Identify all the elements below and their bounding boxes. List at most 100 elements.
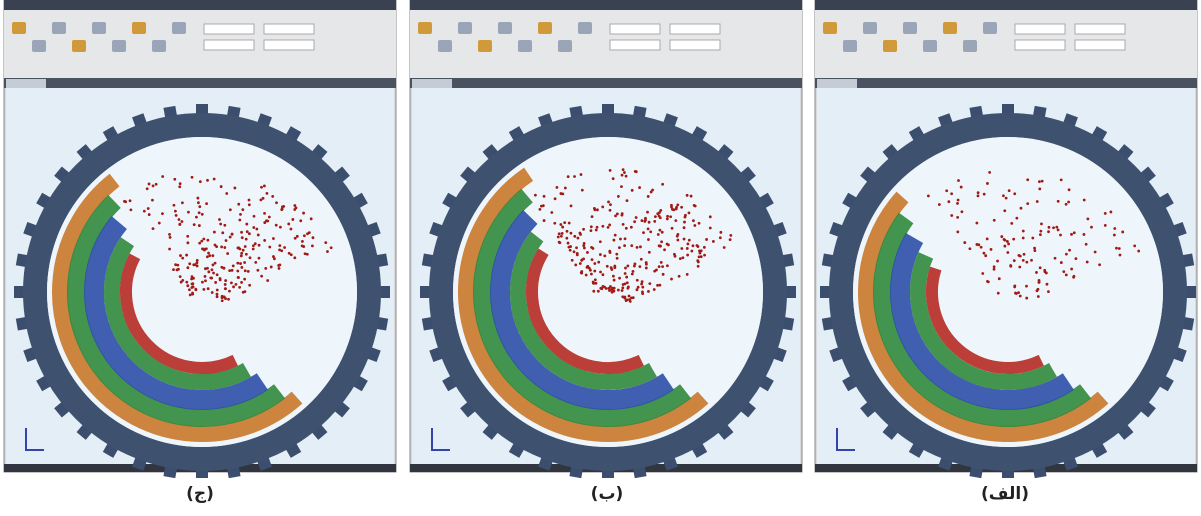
particle [280, 249, 283, 252]
particle [1055, 226, 1058, 229]
particle [624, 272, 627, 275]
particle [638, 265, 641, 268]
particle [1068, 188, 1071, 191]
particle [252, 248, 255, 251]
particle [147, 207, 150, 210]
particle [986, 237, 989, 240]
particle [1068, 249, 1071, 252]
particle [682, 256, 685, 259]
particle [561, 192, 564, 195]
particle [686, 243, 689, 246]
particle [599, 271, 602, 274]
particle [591, 215, 594, 218]
particle [663, 248, 666, 251]
particle [1137, 250, 1140, 253]
particle [558, 232, 561, 235]
particle [617, 289, 620, 292]
particle [580, 173, 583, 176]
particle [621, 214, 624, 217]
particle [1039, 233, 1042, 236]
particle [301, 240, 304, 243]
page: (ج) (ب) (الف) [0, 0, 1201, 516]
particle [612, 177, 615, 180]
ribbon-icon [498, 22, 512, 34]
particle [195, 216, 198, 219]
particle [622, 283, 625, 286]
particle [956, 230, 959, 233]
particle [206, 255, 209, 258]
particle [1015, 292, 1018, 295]
caption: (ب) [547, 484, 667, 504]
particle [1003, 239, 1006, 242]
particle [647, 195, 650, 198]
particle [1113, 227, 1116, 230]
particle [221, 231, 224, 234]
particle [686, 254, 689, 257]
particle [653, 220, 656, 223]
particle [567, 175, 570, 178]
particle [613, 279, 616, 282]
particle [1030, 259, 1033, 262]
particle [189, 294, 192, 297]
particle [1015, 217, 1018, 220]
particle [207, 287, 210, 290]
particle [1025, 261, 1028, 264]
particle [191, 176, 194, 179]
particle [1040, 222, 1043, 225]
particle [977, 243, 980, 246]
particle [621, 289, 624, 292]
particle [583, 247, 586, 250]
particle [564, 187, 567, 190]
particle [608, 250, 611, 253]
particle [645, 267, 648, 270]
particle [975, 222, 978, 225]
particle [211, 268, 214, 271]
particle [263, 212, 266, 215]
particle [1007, 242, 1010, 245]
particle [178, 218, 181, 221]
particle [615, 253, 618, 256]
ribbon [815, 10, 1197, 78]
particle [1022, 237, 1025, 240]
particle [1033, 247, 1036, 250]
particle [227, 298, 230, 301]
particle [330, 246, 333, 249]
particle [291, 218, 294, 221]
particle [639, 245, 642, 248]
particle [283, 246, 286, 249]
particle [324, 241, 327, 244]
particle [252, 226, 255, 229]
particle [626, 299, 629, 302]
particle [591, 258, 594, 261]
particle [676, 203, 679, 206]
ribbon-field [1015, 40, 1065, 50]
particle [224, 279, 227, 282]
particle [657, 233, 660, 236]
particle [661, 231, 664, 234]
particle [239, 213, 242, 216]
particle [660, 261, 663, 264]
particle [293, 204, 296, 207]
particle [204, 267, 207, 270]
particle [1067, 201, 1070, 204]
particle [634, 263, 637, 266]
particle [592, 290, 595, 293]
particle [678, 275, 681, 278]
particle [197, 201, 200, 204]
particle [223, 246, 226, 249]
particle [597, 290, 600, 293]
particle [186, 284, 189, 287]
particle [983, 252, 986, 255]
particle [624, 267, 627, 270]
particle [245, 223, 248, 226]
particle [600, 287, 603, 290]
particle [204, 279, 207, 282]
tab [412, 79, 452, 88]
particle [1059, 234, 1062, 237]
particle [676, 235, 679, 238]
particle [256, 269, 259, 272]
particle [224, 297, 227, 300]
particle [209, 276, 212, 279]
particle [270, 266, 273, 269]
particle [642, 231, 645, 234]
